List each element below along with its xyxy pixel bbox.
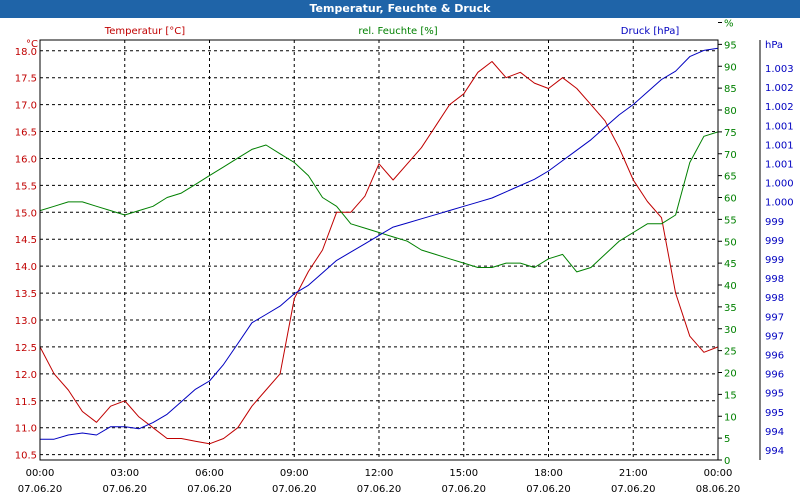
- temperature-tick-label: 11.5: [15, 397, 37, 408]
- plot-border: [39, 39, 719, 461]
- x-tick-time: 21:00: [619, 468, 648, 479]
- humidity-tick-label: 35: [724, 303, 737, 314]
- pressure-tick-label: 997: [765, 331, 784, 342]
- x-tick-date: 07.06.20: [187, 484, 232, 495]
- pressure-tick-label: 999: [765, 217, 784, 228]
- plot-frame: [39, 22, 761, 461]
- temperature-axis-label: Temperatur [°C]: [104, 26, 185, 37]
- temperature-tick-label: 12.0: [15, 370, 37, 381]
- temperature-unit-label: °C: [26, 39, 38, 50]
- humidity-tick-label: 55: [724, 215, 737, 226]
- x-tick-time: 18:00: [534, 468, 563, 479]
- x-tick-date: 07.06.20: [18, 484, 63, 495]
- grid: [40, 40, 718, 460]
- humidity-tick-label: 80: [724, 106, 737, 117]
- temperature-tick-label: 15.5: [15, 181, 37, 192]
- x-tick-date: 07.06.20: [357, 484, 402, 495]
- pressure-tick-label: 1.001: [765, 140, 794, 151]
- x-tick-date: 07.06.20: [526, 484, 571, 495]
- humidity-tick-label: 70: [724, 150, 737, 161]
- x-tick-date: 08.06.20: [696, 484, 741, 495]
- pressure-tick-label: 1.000: [765, 198, 794, 209]
- pressure-tick-label: 996: [765, 370, 784, 381]
- pressure-tick-label: 1.000: [765, 179, 794, 190]
- humidity-tick-label: 40: [724, 281, 737, 292]
- temperature-tick-label: 16.5: [15, 128, 37, 139]
- pressure-tick-label: 999: [765, 236, 784, 247]
- humidity-tick-label: 20: [724, 369, 737, 380]
- pressure-tick-label: 1.002: [765, 83, 794, 94]
- x-tick-time: 00:00: [704, 468, 733, 479]
- pressure-tick-label: 1.002: [765, 102, 794, 113]
- x-tick-time: 12:00: [365, 468, 394, 479]
- temperature-tick-label: 13.0: [15, 316, 37, 327]
- series-lines: [39, 47, 719, 445]
- pressure-tick-label: 994: [765, 446, 784, 457]
- temperature-tick-label: 11.0: [15, 424, 37, 435]
- series-line-temperature: [39, 61, 719, 445]
- humidity-tick-label: 15: [724, 390, 737, 401]
- temperature-tick-label: 16.0: [15, 154, 37, 165]
- temperature-tick-label: 17.0: [15, 101, 37, 112]
- temperature-tick-label: 12.5: [15, 343, 37, 354]
- temperature-tick-label: 14.5: [15, 235, 37, 246]
- pressure-tick-label: 1.003: [765, 64, 794, 75]
- pressure-axis-label: Druck [hPa]: [621, 26, 680, 37]
- humidity-tick-label: 65: [724, 172, 737, 183]
- x-tick-time: 03:00: [110, 468, 139, 479]
- x-tick-time: 06:00: [195, 468, 224, 479]
- x-tick-date: 07.06.20: [441, 484, 486, 495]
- humidity-tick-label: 45: [724, 259, 737, 270]
- humidity-tick-label: 85: [724, 84, 737, 95]
- humidity-tick-label: 75: [724, 128, 737, 139]
- humidity-tick-label: 90: [724, 62, 737, 73]
- pressure-tick-label: 1.001: [765, 121, 794, 132]
- series-line-pressure: [40, 47, 719, 440]
- pressure-tick-label: 997: [765, 312, 784, 323]
- humidity-tick-label: 25: [724, 347, 737, 358]
- humidity-tick-label: 60: [724, 194, 737, 205]
- pressure-tick-label: 1.001: [765, 160, 794, 171]
- temperature-tick-label: 18.0: [15, 47, 37, 58]
- pressure-tick-label: 994: [765, 427, 784, 438]
- pressure-tick-label: 999: [765, 255, 784, 266]
- pressure-tick-label: 995: [765, 408, 784, 419]
- humidity-axis-label: rel. Feuchte [%]: [358, 26, 437, 37]
- pressure-tick-label: 998: [765, 293, 784, 304]
- pressure-tick-label: 996: [765, 351, 784, 362]
- x-tick-date: 07.06.20: [611, 484, 656, 495]
- humidity-tick-label: 95: [724, 40, 737, 51]
- series-line-humidity: [39, 131, 719, 273]
- tick-labels: 00:00 07.06.20 03:00 07.06.20 06:00 07.06.20 0…: [15, 19, 794, 496]
- humidity-tick-label: 50: [724, 237, 737, 248]
- x-tick-time: 15:00: [449, 468, 478, 479]
- temperature-tick-label: 15.0: [15, 208, 37, 219]
- temperature-tick-label: 14.0: [15, 262, 37, 273]
- x-tick-date: 07.06.20: [102, 484, 147, 495]
- humidity-tick-label: 0: [724, 456, 730, 467]
- window-title: Temperatur, Feuchte & Druck: [0, 0, 800, 18]
- humidity-tick-label: 10: [724, 412, 737, 423]
- temperature-tick-label: 10.5: [15, 451, 37, 462]
- humidity-tick-label: 30: [724, 325, 737, 336]
- pressure-tick-label: 995: [765, 389, 784, 400]
- pressure-unit-label: hPa: [765, 40, 783, 51]
- temperature-tick-label: 17.5: [15, 74, 37, 85]
- temperature-tick-label: 13.5: [15, 289, 37, 300]
- x-tick-time: 09:00: [280, 468, 309, 479]
- x-tick-date: 07.06.20: [272, 484, 317, 495]
- humidity-tick-label: %: [724, 19, 734, 30]
- humidity-tick-label: 5: [724, 434, 730, 445]
- pressure-tick-label: 998: [765, 274, 784, 285]
- x-tick-time: 00:00: [26, 468, 55, 479]
- axis-labels: Temperatur [°C] rel. Feuchte [%] Druck […: [26, 26, 783, 51]
